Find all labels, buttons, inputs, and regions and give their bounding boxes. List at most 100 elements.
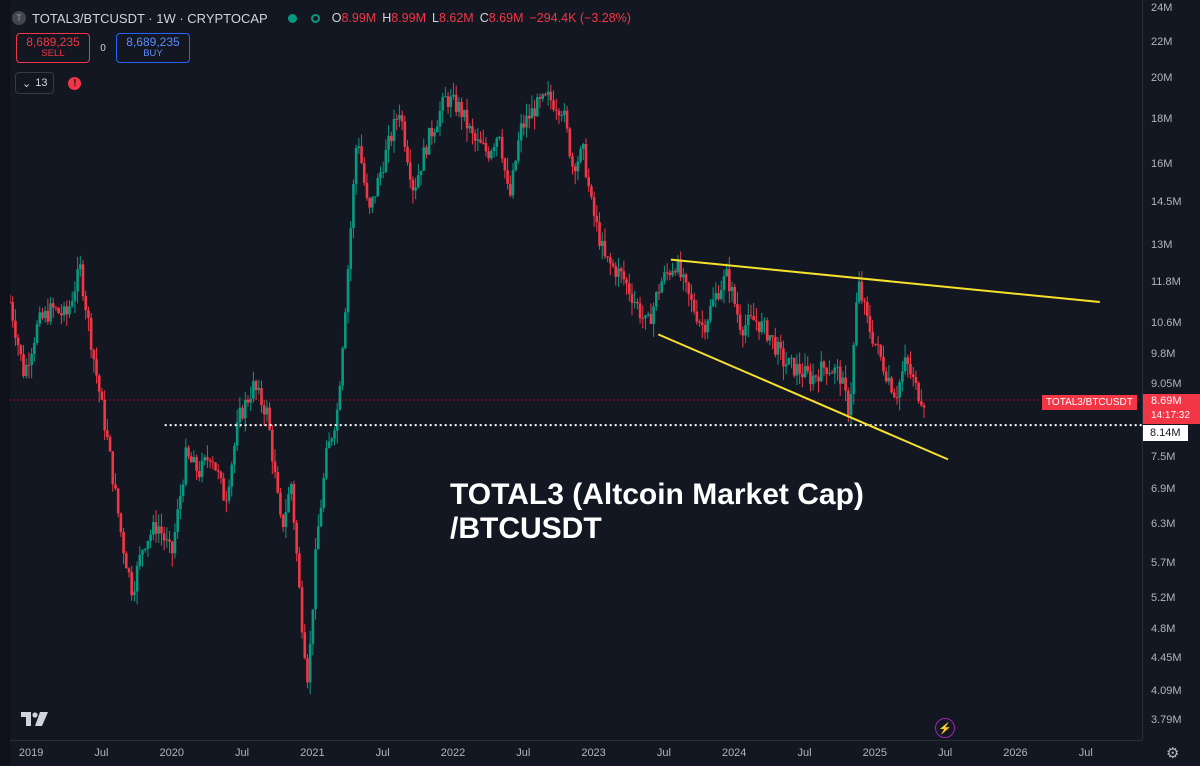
candle-body: [733, 287, 737, 304]
warning-icon[interactable]: !: [68, 76, 82, 90]
candle-body: [728, 269, 731, 292]
buy-button[interactable]: 8,689,235 BUY: [116, 33, 190, 63]
candle-body: [73, 291, 77, 302]
candle-body: [219, 471, 223, 479]
candle-body: [714, 293, 718, 300]
candle-body: [225, 500, 228, 502]
lightning-icon[interactable]: ⚡: [935, 718, 955, 738]
time-axis[interactable]: 2019 Jul 2020 Jul 2021 Jul 2022 Jul 2023 Jul 2024 J…: [10, 740, 1142, 766]
candle-body: [130, 572, 133, 596]
candle-body: [738, 314, 742, 330]
tradingview-logo-icon[interactable]: [20, 710, 50, 728]
trade-buttons: 8,689,235 SELL 0 8,689,235 BUY: [16, 33, 190, 63]
candle-body: [879, 344, 883, 357]
candle-body: [433, 132, 436, 137]
candle-body: [609, 257, 612, 264]
candle-body: [490, 150, 493, 159]
time-tick-label: 2020: [159, 747, 184, 759]
candle-body: [719, 290, 723, 300]
candle-body: [833, 367, 837, 374]
price-tick-label: 4.09M: [1151, 684, 1182, 697]
sell-button[interactable]: 8,689,235 SELL: [16, 33, 90, 63]
candle-body: [698, 321, 701, 323]
candle-body: [419, 170, 423, 175]
price-tick-label: 18M: [1151, 112, 1173, 125]
candle-body: [863, 300, 866, 302]
candle-body: [625, 279, 628, 284]
candle-body: [468, 125, 472, 129]
candle-body: [768, 335, 772, 341]
candle-body: [197, 471, 201, 478]
annotation-line-1: TOTAL3 (Altcoin Market Cap): [450, 478, 864, 511]
candle-body: [152, 522, 155, 535]
candle-body: [614, 266, 618, 277]
candle-body: [316, 526, 320, 550]
market-status-icon[interactable]: [287, 13, 297, 23]
candle-body: [700, 322, 704, 325]
candle-body: [162, 533, 166, 541]
candle-body: [495, 138, 499, 148]
candle-body: [914, 377, 918, 383]
time-tick-label: Jul: [94, 747, 109, 759]
candle-body: [849, 394, 853, 416]
candle-body: [749, 315, 753, 317]
candle-body: [673, 271, 677, 273]
price-tick-label: 22M: [1151, 35, 1173, 48]
candle-body: [289, 484, 293, 495]
candle-body: [871, 331, 874, 344]
price-tick-label: 10.6M: [1151, 317, 1182, 330]
candle-body: [57, 307, 60, 314]
candle-body: [35, 323, 39, 343]
candle-body: [655, 292, 658, 307]
candle-body: [473, 133, 477, 141]
candle-body: [798, 364, 801, 374]
candle-body: [560, 115, 563, 117]
candle-body: [657, 292, 661, 294]
candle-body: [154, 522, 158, 534]
candle-body: [373, 196, 377, 198]
indicators-toggle-button[interactable]: ⌄ 13: [15, 72, 55, 94]
candle-body: [438, 110, 442, 127]
candle-body: [530, 108, 534, 119]
candle-body: [744, 325, 747, 336]
candle-body: [233, 445, 236, 465]
trendline-upper: [670, 258, 1100, 304]
gear-icon[interactable]: ⚙: [1166, 745, 1180, 762]
candle-body: [852, 344, 856, 395]
candle-body: [606, 256, 609, 258]
data-live-icon[interactable]: [310, 13, 320, 23]
candle-body: [149, 534, 152, 541]
candle-body: [381, 172, 385, 174]
candle-body: [557, 110, 561, 116]
candle-body: [414, 187, 417, 191]
candle-body: [573, 166, 577, 172]
candle-body: [341, 348, 344, 386]
chart-annotation-title[interactable]: TOTAL3 (Altcoin Market Cap) /BTCUSDT: [450, 478, 864, 546]
candle-body: [779, 341, 783, 349]
candle-body: [898, 381, 901, 398]
candle-body: [568, 128, 572, 157]
candle-body: [519, 123, 523, 141]
candle-body: [430, 127, 434, 137]
candle-body: [422, 147, 426, 171]
candle-body: [181, 484, 185, 497]
candlestick-chart[interactable]: [10, 0, 1142, 740]
candle-body: [100, 391, 104, 400]
candle-body: [306, 658, 309, 683]
candle-body: [817, 376, 820, 382]
candle-body: [554, 109, 558, 111]
price-axis[interactable]: 24M 22M 20M 18M 16M 14.5M 13M 11.8M 10.6M 9.8M 9.0…: [1142, 0, 1200, 740]
symbol-title[interactable]: TOTAL3/BTCUSDT · 1W · CRYPTOCAP: [32, 10, 268, 26]
candle-body: [641, 317, 645, 319]
candle-body: [644, 315, 647, 319]
ohlc-high-key: H: [382, 11, 392, 25]
chart-area[interactable]: [10, 0, 1142, 740]
candle-body: [43, 310, 47, 318]
candle-body: [368, 198, 371, 208]
bar-countdown: 14:17:32: [1151, 410, 1190, 421]
candle-body: [449, 96, 453, 107]
candle-body: [836, 366, 839, 368]
candle-body: [14, 320, 17, 338]
candle-body: [84, 296, 88, 311]
candle-body: [33, 342, 36, 354]
